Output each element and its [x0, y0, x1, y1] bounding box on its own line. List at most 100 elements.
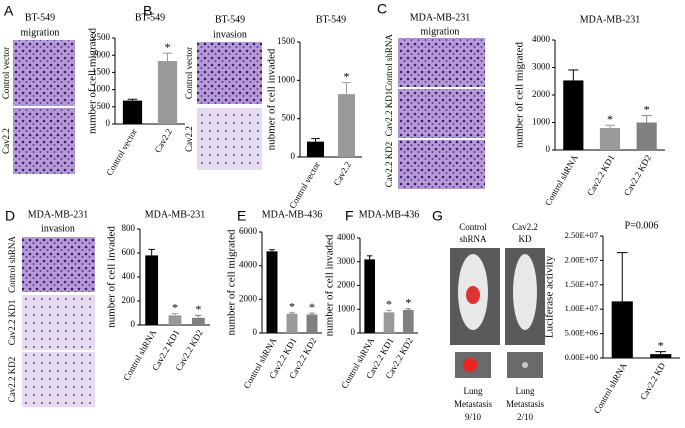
y-tick-label: 3000: [337, 256, 356, 266]
panel-letter: C: [377, 1, 387, 17]
x-tick-label: Control vector: [287, 160, 322, 210]
bar: [337, 94, 356, 157]
bar: [563, 80, 584, 150]
panel-letter: E: [237, 208, 246, 224]
bar: [122, 100, 143, 124]
y-tick-label: 1.50E+07: [565, 279, 598, 289]
y-tick-label: 2000: [239, 293, 258, 303]
micrograph: [398, 140, 485, 189]
micrograph: [22, 352, 95, 407]
micrograph: [398, 89, 485, 138]
y-tick-label: 0: [546, 144, 551, 154]
significance: *: [195, 302, 201, 316]
image-title: migration: [421, 26, 460, 37]
y-axis-label: number of cell migrated: [514, 42, 526, 148]
y-tick-label: 600: [122, 247, 136, 257]
significance: *: [344, 69, 350, 83]
row-label: Cav2.2: [1, 128, 11, 154]
row-label: Cav2.2 KD1: [7, 300, 17, 346]
y-tick-label: 800: [122, 223, 136, 233]
column-label: Control: [459, 222, 487, 232]
bar: [364, 259, 375, 333]
x-tick-label: Control vector: [104, 127, 139, 177]
bar: [157, 61, 178, 124]
significance: *: [289, 299, 295, 313]
y-tick-label: 2000: [92, 49, 111, 59]
chart-title: BT-549: [316, 14, 346, 25]
column-label: Cav2.2: [512, 222, 538, 232]
column-label: shRNA: [459, 234, 487, 244]
x-tick-label: Control shRNA: [592, 361, 629, 416]
y-tick-label: 1500: [92, 66, 111, 76]
y-tick-label: 500: [97, 101, 111, 111]
bar: [168, 315, 182, 325]
y-tick-label: 1.00E+07: [565, 303, 598, 313]
bar: [383, 312, 395, 333]
signal: [466, 286, 480, 304]
bar: [403, 309, 414, 333]
y-tick-label: 5.00E+06: [565, 328, 598, 338]
y-tick-label: 1500: [277, 36, 296, 46]
x-tick-label: Cav2.2 KD2: [622, 153, 653, 197]
y-axis-label: Luciferase activity: [544, 255, 556, 338]
micrograph: [22, 295, 95, 350]
y-tick-label: 200: [122, 295, 136, 305]
y-tick-label: 2000: [337, 280, 356, 290]
y-tick-label: 0: [253, 327, 258, 337]
significance: *: [405, 296, 411, 310]
row-label: Control vector: [1, 47, 11, 99]
image-title: migration: [21, 27, 60, 38]
y-tick-label: 2000: [532, 89, 551, 99]
y-tick-label: 4000: [532, 34, 551, 44]
bar: [611, 301, 633, 358]
caption: Metastasis: [506, 399, 544, 409]
x-tick-label: Cav2.2 KD: [638, 361, 667, 402]
y-tick-label: 2.50E+07: [565, 230, 598, 240]
row-label: Cav2.2: [184, 126, 194, 152]
caption: 9/10: [465, 412, 482, 422]
bar: [599, 128, 621, 150]
y-axis-label: number of cell invaded: [106, 226, 118, 328]
y-tick-label: 0: [106, 118, 111, 128]
y-tick-label: 400: [122, 271, 136, 281]
micrograph: [197, 42, 262, 104]
y-tick-label: 0: [131, 319, 136, 329]
y-tick-label: 6000: [239, 226, 258, 236]
image-title: MDA-MB-231: [28, 209, 89, 220]
chart-title: MDA-MB-231: [145, 209, 206, 220]
y-tick-label: 3000: [532, 62, 551, 72]
micrograph: [13, 108, 75, 174]
row-label: Cav2.2 KD2: [7, 357, 17, 403]
bar: [636, 122, 657, 150]
chart-title: BT-549: [135, 12, 165, 23]
row-label: Cav2.2 KD2: [384, 142, 394, 188]
row-label: Control shRNA: [384, 34, 394, 91]
panel-letter: A: [4, 3, 14, 19]
micrograph: [197, 108, 262, 170]
caption: Metastasis: [454, 399, 492, 409]
chart-title: MDA-MB-436: [359, 209, 420, 220]
x-tick-label: Control shRNA: [241, 336, 278, 391]
bar: [191, 317, 205, 325]
image-title: MDA-MB-231: [410, 12, 471, 23]
y-tick-label: 1000: [532, 117, 551, 127]
caption: Lung: [464, 386, 483, 396]
y-tick-label: 500: [282, 113, 296, 123]
y-tick-label: 2500: [92, 32, 111, 42]
column-label: KD: [519, 234, 532, 244]
panel-letter: G: [432, 208, 443, 224]
row-label: Control vector: [184, 47, 194, 99]
image-title: BT-549: [215, 14, 245, 25]
x-tick-label: Cav2.2 KD1: [585, 153, 616, 197]
x-tick-label: Control shRNA: [543, 153, 580, 208]
bar: [266, 251, 278, 333]
significance: *: [644, 102, 650, 116]
y-axis-label: number of cell migrated: [87, 28, 99, 134]
caption: Lung: [516, 386, 535, 396]
significance: *: [386, 297, 392, 311]
mouse: [513, 254, 537, 330]
y-tick-label: 0: [291, 151, 296, 161]
image-title: invasion: [41, 223, 75, 234]
y-tick-label: 0: [351, 327, 356, 337]
